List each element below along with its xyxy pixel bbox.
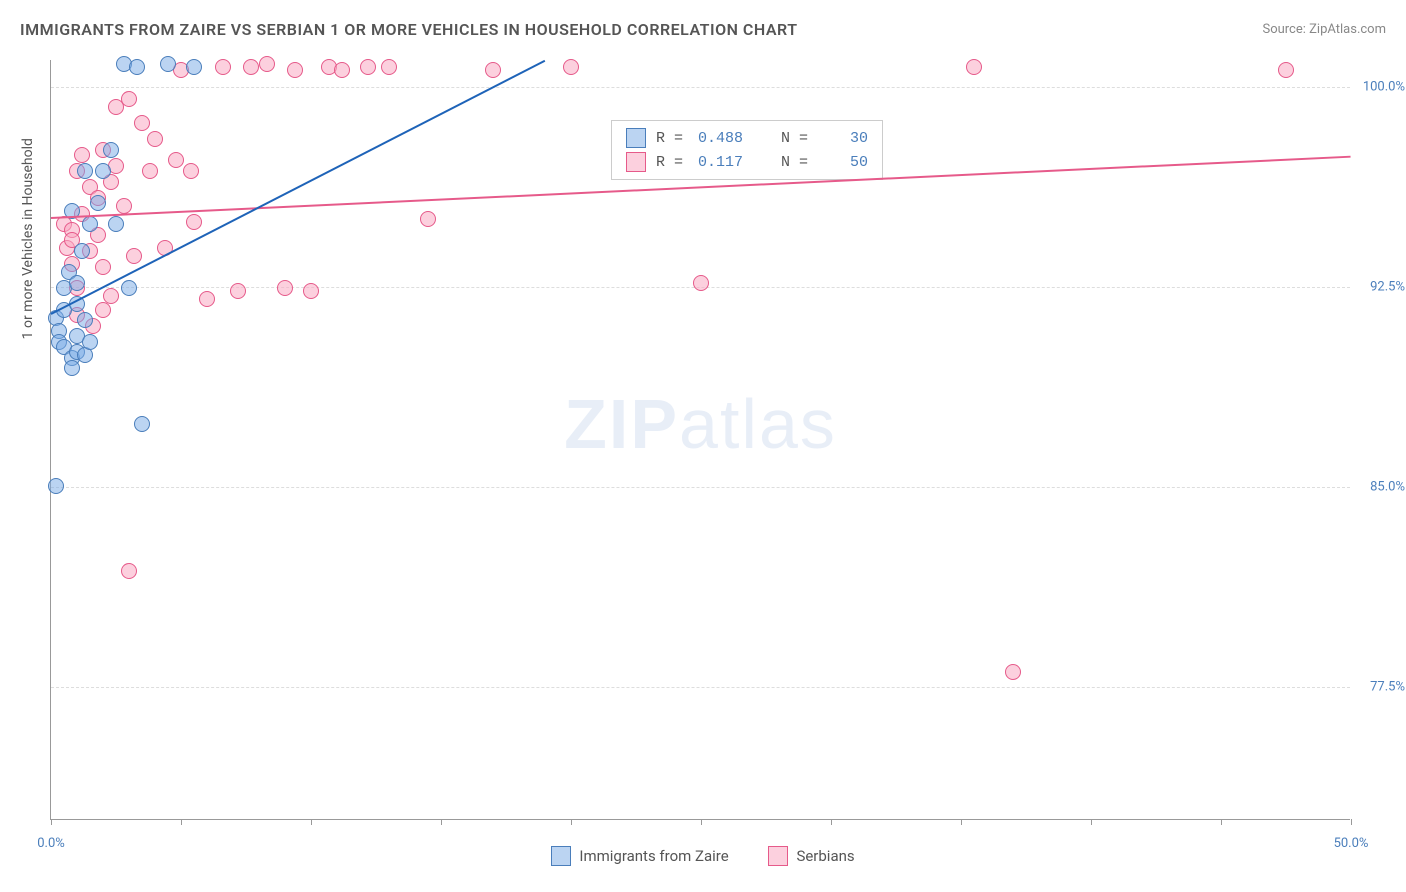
data-point-blue bbox=[134, 416, 150, 432]
x-tick bbox=[831, 819, 832, 825]
correlation-legend: R = 0.488 N = 30 R = 0.117 N = 50 bbox=[611, 120, 883, 180]
data-point-pink bbox=[966, 59, 982, 75]
gridline bbox=[51, 487, 1350, 488]
x-tick bbox=[181, 819, 182, 825]
swatch-blue bbox=[551, 846, 571, 866]
data-point-blue bbox=[186, 59, 202, 75]
watermark-light: atlas bbox=[679, 385, 837, 463]
r-value-pink: 0.117 bbox=[693, 154, 743, 171]
data-point-pink bbox=[693, 275, 709, 291]
data-point-blue bbox=[121, 280, 137, 296]
data-point-blue bbox=[103, 142, 119, 158]
data-point-pink bbox=[563, 59, 579, 75]
n-value-pink: 50 bbox=[818, 154, 868, 171]
y-tick-label: 77.5% bbox=[1355, 679, 1405, 694]
swatch-pink bbox=[768, 846, 788, 866]
data-point-pink bbox=[183, 163, 199, 179]
data-point-pink bbox=[215, 59, 231, 75]
data-point-pink bbox=[277, 280, 293, 296]
data-point-pink bbox=[116, 198, 132, 214]
x-tick bbox=[51, 819, 52, 825]
swatch-blue bbox=[626, 128, 646, 148]
chart-title: IMMIGRANTS FROM ZAIRE VS SERBIAN 1 OR MO… bbox=[20, 20, 798, 39]
data-point-pink bbox=[303, 283, 319, 299]
x-tick bbox=[571, 819, 572, 825]
data-point-pink bbox=[381, 59, 397, 75]
data-point-pink bbox=[1278, 62, 1294, 78]
data-point-pink bbox=[334, 62, 350, 78]
y-tick-label: 85.0% bbox=[1355, 479, 1405, 494]
r-label: R = bbox=[656, 154, 683, 171]
data-point-pink bbox=[259, 56, 275, 72]
r-label: R = bbox=[656, 130, 683, 147]
data-point-blue bbox=[74, 243, 90, 259]
y-axis-label: 1 or more Vehicles in Household bbox=[20, 138, 36, 339]
data-point-pink bbox=[230, 283, 246, 299]
series-legend: Immigrants from Zaire Serbians bbox=[0, 846, 1406, 870]
data-point-pink bbox=[126, 248, 142, 264]
watermark-bold: ZIP bbox=[564, 385, 679, 463]
legend-item-pink: Serbians bbox=[768, 846, 854, 866]
data-point-blue bbox=[108, 216, 124, 232]
data-point-pink bbox=[74, 147, 90, 163]
data-point-pink bbox=[1005, 664, 1021, 680]
data-point-pink bbox=[420, 211, 436, 227]
y-tick-label: 100.0% bbox=[1355, 79, 1405, 94]
data-point-pink bbox=[103, 288, 119, 304]
data-point-blue bbox=[160, 56, 176, 72]
data-point-pink bbox=[168, 152, 184, 168]
gridline bbox=[51, 687, 1350, 688]
legend-label-blue: Immigrants from Zaire bbox=[579, 847, 728, 865]
x-tick bbox=[701, 819, 702, 825]
data-point-blue bbox=[90, 195, 106, 211]
data-point-pink bbox=[134, 115, 150, 131]
r-value-blue: 0.488 bbox=[693, 130, 743, 147]
data-point-pink bbox=[147, 131, 163, 147]
data-point-blue bbox=[48, 478, 64, 494]
x-tick bbox=[311, 819, 312, 825]
data-point-blue bbox=[95, 163, 111, 179]
n-label: N = bbox=[781, 154, 808, 171]
n-value-blue: 30 bbox=[818, 130, 868, 147]
data-point-blue bbox=[77, 312, 93, 328]
gridline bbox=[51, 87, 1350, 88]
legend-label-pink: Serbians bbox=[796, 847, 854, 865]
data-point-pink bbox=[199, 291, 215, 307]
source-attribution: Source: ZipAtlas.com bbox=[1262, 22, 1386, 37]
data-point-blue bbox=[129, 59, 145, 75]
data-point-blue bbox=[64, 360, 80, 376]
swatch-pink bbox=[626, 152, 646, 172]
legend-row-blue: R = 0.488 N = 30 bbox=[626, 126, 868, 150]
x-tick bbox=[1221, 819, 1222, 825]
data-point-pink bbox=[485, 62, 501, 78]
n-label: N = bbox=[781, 130, 808, 147]
data-point-blue bbox=[82, 334, 98, 350]
legend-item-blue: Immigrants from Zaire bbox=[551, 846, 728, 866]
legend-row-pink: R = 0.117 N = 50 bbox=[626, 150, 868, 174]
data-point-pink bbox=[121, 91, 137, 107]
data-point-pink bbox=[142, 163, 158, 179]
data-point-blue bbox=[69, 275, 85, 291]
scatter-chart: ZIPatlas R = 0.488 N = 30 R = 0.117 N = … bbox=[50, 60, 1350, 820]
data-point-blue bbox=[82, 216, 98, 232]
x-tick bbox=[1091, 819, 1092, 825]
data-point-blue bbox=[77, 163, 93, 179]
x-tick bbox=[1351, 819, 1352, 825]
x-tick bbox=[441, 819, 442, 825]
x-tick bbox=[961, 819, 962, 825]
y-tick-label: 92.5% bbox=[1355, 279, 1405, 294]
data-point-pink bbox=[95, 259, 111, 275]
data-point-pink bbox=[186, 214, 202, 230]
data-point-pink bbox=[287, 62, 303, 78]
data-point-pink bbox=[360, 59, 376, 75]
data-point-pink bbox=[121, 563, 137, 579]
watermark: ZIPatlas bbox=[564, 384, 837, 464]
data-point-pink bbox=[243, 59, 259, 75]
